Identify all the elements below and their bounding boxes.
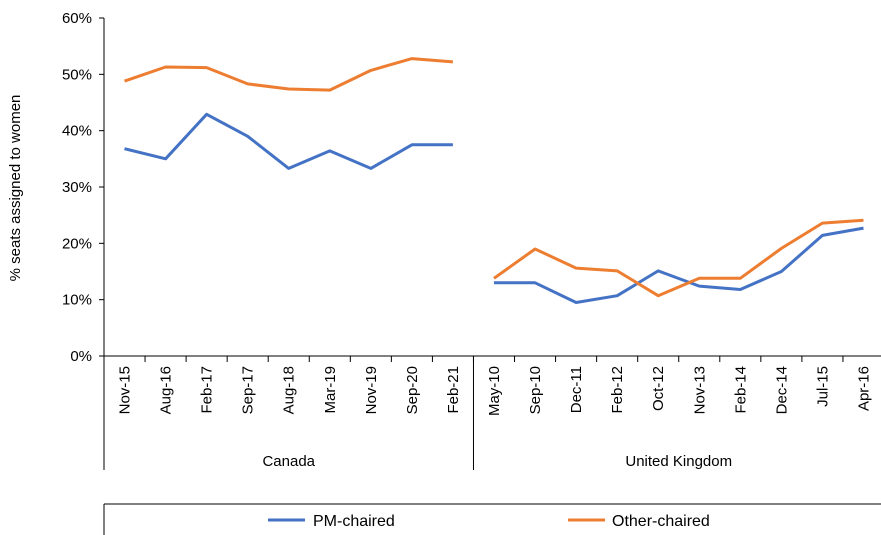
x-tick-label: Feb-17 (199, 366, 216, 414)
y-tick-label: 50% (62, 66, 92, 83)
x-tick-label: Sep-17 (240, 366, 257, 414)
ticks-layer: 0% 10% 20% 30% 40% 50% 60% Nov-15 Aug-16 Feb-17 Se… (62, 10, 873, 470)
x-tick-label: Sep-10 (527, 366, 544, 414)
x-tick-label: Dec-14 (773, 366, 790, 414)
y-tick-label: 60% (62, 10, 92, 27)
x-tick-label: Feb-21 (445, 366, 462, 414)
group-label: Canada (262, 453, 315, 470)
x-tick-label: Aug-16 (158, 366, 175, 414)
y-tick-label: 30% (62, 179, 92, 196)
x-tick-label: Mar-19 (322, 366, 339, 414)
x-tick-label: Dec-11 (568, 366, 585, 413)
x-tick-label: May-10 (486, 366, 503, 416)
x-tick-label: Sep-20 (404, 366, 421, 414)
series-line-other-chaired-canada (124, 57, 454, 92)
x-tick-label: Oct-12 (650, 366, 667, 411)
series-line-other-chaired-united-kingdom (493, 218, 864, 298)
y-tick-label: 40% (62, 123, 92, 140)
y-tick-label: 20% (62, 235, 92, 252)
x-tick-label: Aug-18 (281, 366, 298, 414)
series-layer (124, 57, 864, 304)
legend: PM-chaired Other-chaired (103, 503, 881, 535)
series-line-pm-chaired-united-kingdom (494, 226, 864, 304)
x-tick-label: Nov-19 (363, 366, 380, 414)
x-tick-label: Nov-13 (691, 366, 708, 414)
x-tick-label: Feb-14 (732, 366, 749, 414)
legend-label-pm-chaired: PM-chaired (313, 513, 395, 530)
series-line-pm-chaired-canada (124, 112, 453, 170)
x-tick-label: Nov-15 (117, 366, 134, 414)
group-label: United Kingdom (625, 453, 732, 470)
y-axis-label: % seats assigned to women (7, 95, 24, 282)
x-tick-label: Jul-15 (814, 366, 831, 407)
y-tick-label: 0% (70, 348, 92, 365)
legend-label-other-chaired: Other-chaired (612, 513, 710, 530)
y-tick-label: 10% (62, 292, 92, 309)
x-tick-label: Apr-16 (855, 366, 872, 411)
x-tick-label: Feb-12 (609, 366, 626, 414)
